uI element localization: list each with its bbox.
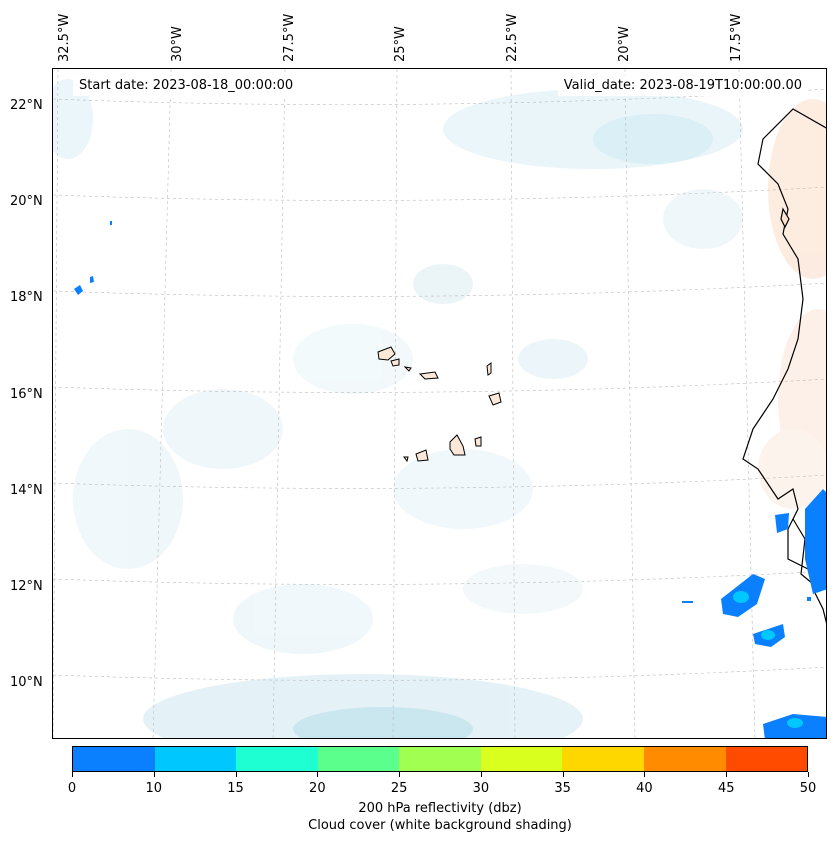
colorbar-tick: [644, 772, 646, 777]
colorbar-tick: [480, 772, 482, 777]
colorbar-segment: [480, 747, 563, 771]
colorbar-tick-label: 10: [145, 781, 163, 796]
cape-verde-islands: [377, 346, 502, 463]
colorbar-tick: [726, 772, 728, 777]
colorbar-tick: [808, 772, 809, 777]
colorbar-segment: [73, 747, 155, 771]
colorbar-tick-label: 50: [799, 781, 817, 796]
colorbar: [72, 746, 808, 772]
colorbar-segment: [399, 747, 481, 771]
graticule: [53, 69, 826, 738]
colorbar-tick-label: 20: [309, 781, 326, 796]
colorbar-segment: [154, 747, 237, 771]
map-canvas: [53, 69, 826, 738]
latitude-label: 16°N: [10, 387, 43, 402]
longitude-label: 27.5°W: [282, 13, 297, 62]
colorbar-title: 200 hPa reflectivity (dbz): [358, 801, 522, 816]
colorbar-segment: [643, 747, 726, 771]
colorbar-subtitle: Cloud cover (white background shading): [308, 818, 572, 833]
colorbar-tick-label: 25: [390, 781, 408, 796]
longitude-label: 20°W: [617, 26, 632, 62]
latitude-label: 12°N: [10, 579, 43, 594]
longitude-label: 32.5°W: [57, 13, 72, 62]
latitude-label: 20°N: [10, 194, 43, 209]
colorbar-segment: [236, 747, 318, 771]
longitude-label: 17.5°W: [729, 13, 744, 62]
latitude-label: 10°N: [10, 675, 43, 690]
colorbar-tick: [399, 772, 401, 777]
longitude-label: 30°W: [170, 26, 185, 62]
colorbar-tick-label: 40: [636, 781, 653, 796]
colorbar-tick: [153, 772, 155, 777]
colorbar-tick-label: 45: [717, 781, 735, 796]
reflectivity-cells: [74, 221, 826, 738]
colorbar-tick: [317, 772, 319, 777]
colorbar-tick: [235, 772, 237, 777]
colorbar-tick-label: 15: [227, 781, 244, 796]
valid-date-label: Valid_date: 2023-08-19T10:00:00.00: [557, 76, 808, 96]
latitude-label: 18°N: [10, 290, 43, 305]
colorbar-tick-label: 35: [554, 781, 571, 796]
latitude-label: 14°N: [10, 483, 43, 498]
map-panel: [52, 68, 827, 739]
colorbar-segment: [725, 747, 808, 771]
colorbar-segment: [317, 747, 400, 771]
cloud-cover-shading: [53, 79, 743, 738]
colorbar-tick: [72, 772, 73, 777]
colorbar-tick-label: 0: [67, 781, 77, 796]
colorbar-tick-label: 30: [472, 781, 490, 796]
longitude-label: 22.5°W: [505, 13, 520, 62]
colorbar-tick: [562, 772, 564, 777]
colorbar-segment: [562, 747, 644, 771]
start-date-label: Start date: 2023-08-18_00:00:00: [73, 76, 300, 96]
latitude-label: 22°N: [10, 98, 43, 113]
land-shading: [758, 99, 826, 509]
longitude-label: 25°W: [393, 26, 408, 62]
